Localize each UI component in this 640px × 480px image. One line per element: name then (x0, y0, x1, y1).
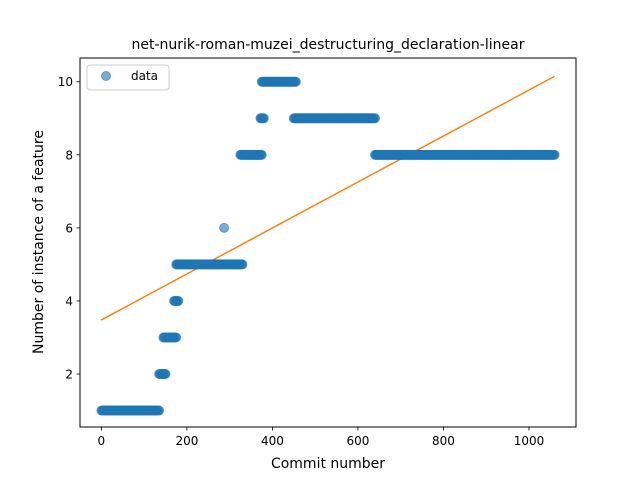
fit-line-layer (101, 75, 555, 321)
data-point (173, 295, 184, 306)
x-tick-label: 1000 (514, 434, 545, 448)
legend-label-data: data (131, 69, 158, 83)
y-axis: 2 4 6 8 10 (58, 75, 80, 382)
data-point (160, 369, 171, 380)
x-tick-label: 600 (346, 434, 369, 448)
data-point (171, 332, 182, 343)
chart-title: net-nurik-roman-muzei_destructuring_decl… (132, 37, 525, 53)
x-tick-label: 800 (432, 434, 455, 448)
y-tick-label: 10 (58, 75, 73, 89)
data-point (154, 405, 165, 416)
data-point (237, 259, 248, 270)
data-point (219, 222, 230, 233)
y-tick-label: 2 (65, 368, 73, 382)
x-axis: 0 200 400 600 800 1000 (98, 427, 545, 448)
y-axis-label: Number of instance of a feature (31, 130, 47, 354)
data-points-layer (96, 76, 560, 416)
y-tick-label: 6 (65, 221, 73, 235)
data-point (549, 149, 560, 160)
x-tick-label: 0 (98, 434, 106, 448)
y-tick-label: 4 (65, 294, 73, 308)
y-tick-label: 8 (65, 148, 73, 162)
legend: data (86, 64, 170, 91)
data-point (290, 76, 301, 87)
x-axis-label: Commit number (271, 456, 385, 472)
plot-frame (79, 57, 577, 428)
data-point (256, 149, 267, 160)
data-point (258, 113, 269, 124)
fit-line (101, 75, 555, 321)
x-tick-label: 400 (261, 434, 284, 448)
x-tick-label: 200 (175, 434, 198, 448)
plot-area (79, 57, 577, 428)
legend-marker-data (101, 71, 111, 81)
data-point (370, 113, 381, 124)
